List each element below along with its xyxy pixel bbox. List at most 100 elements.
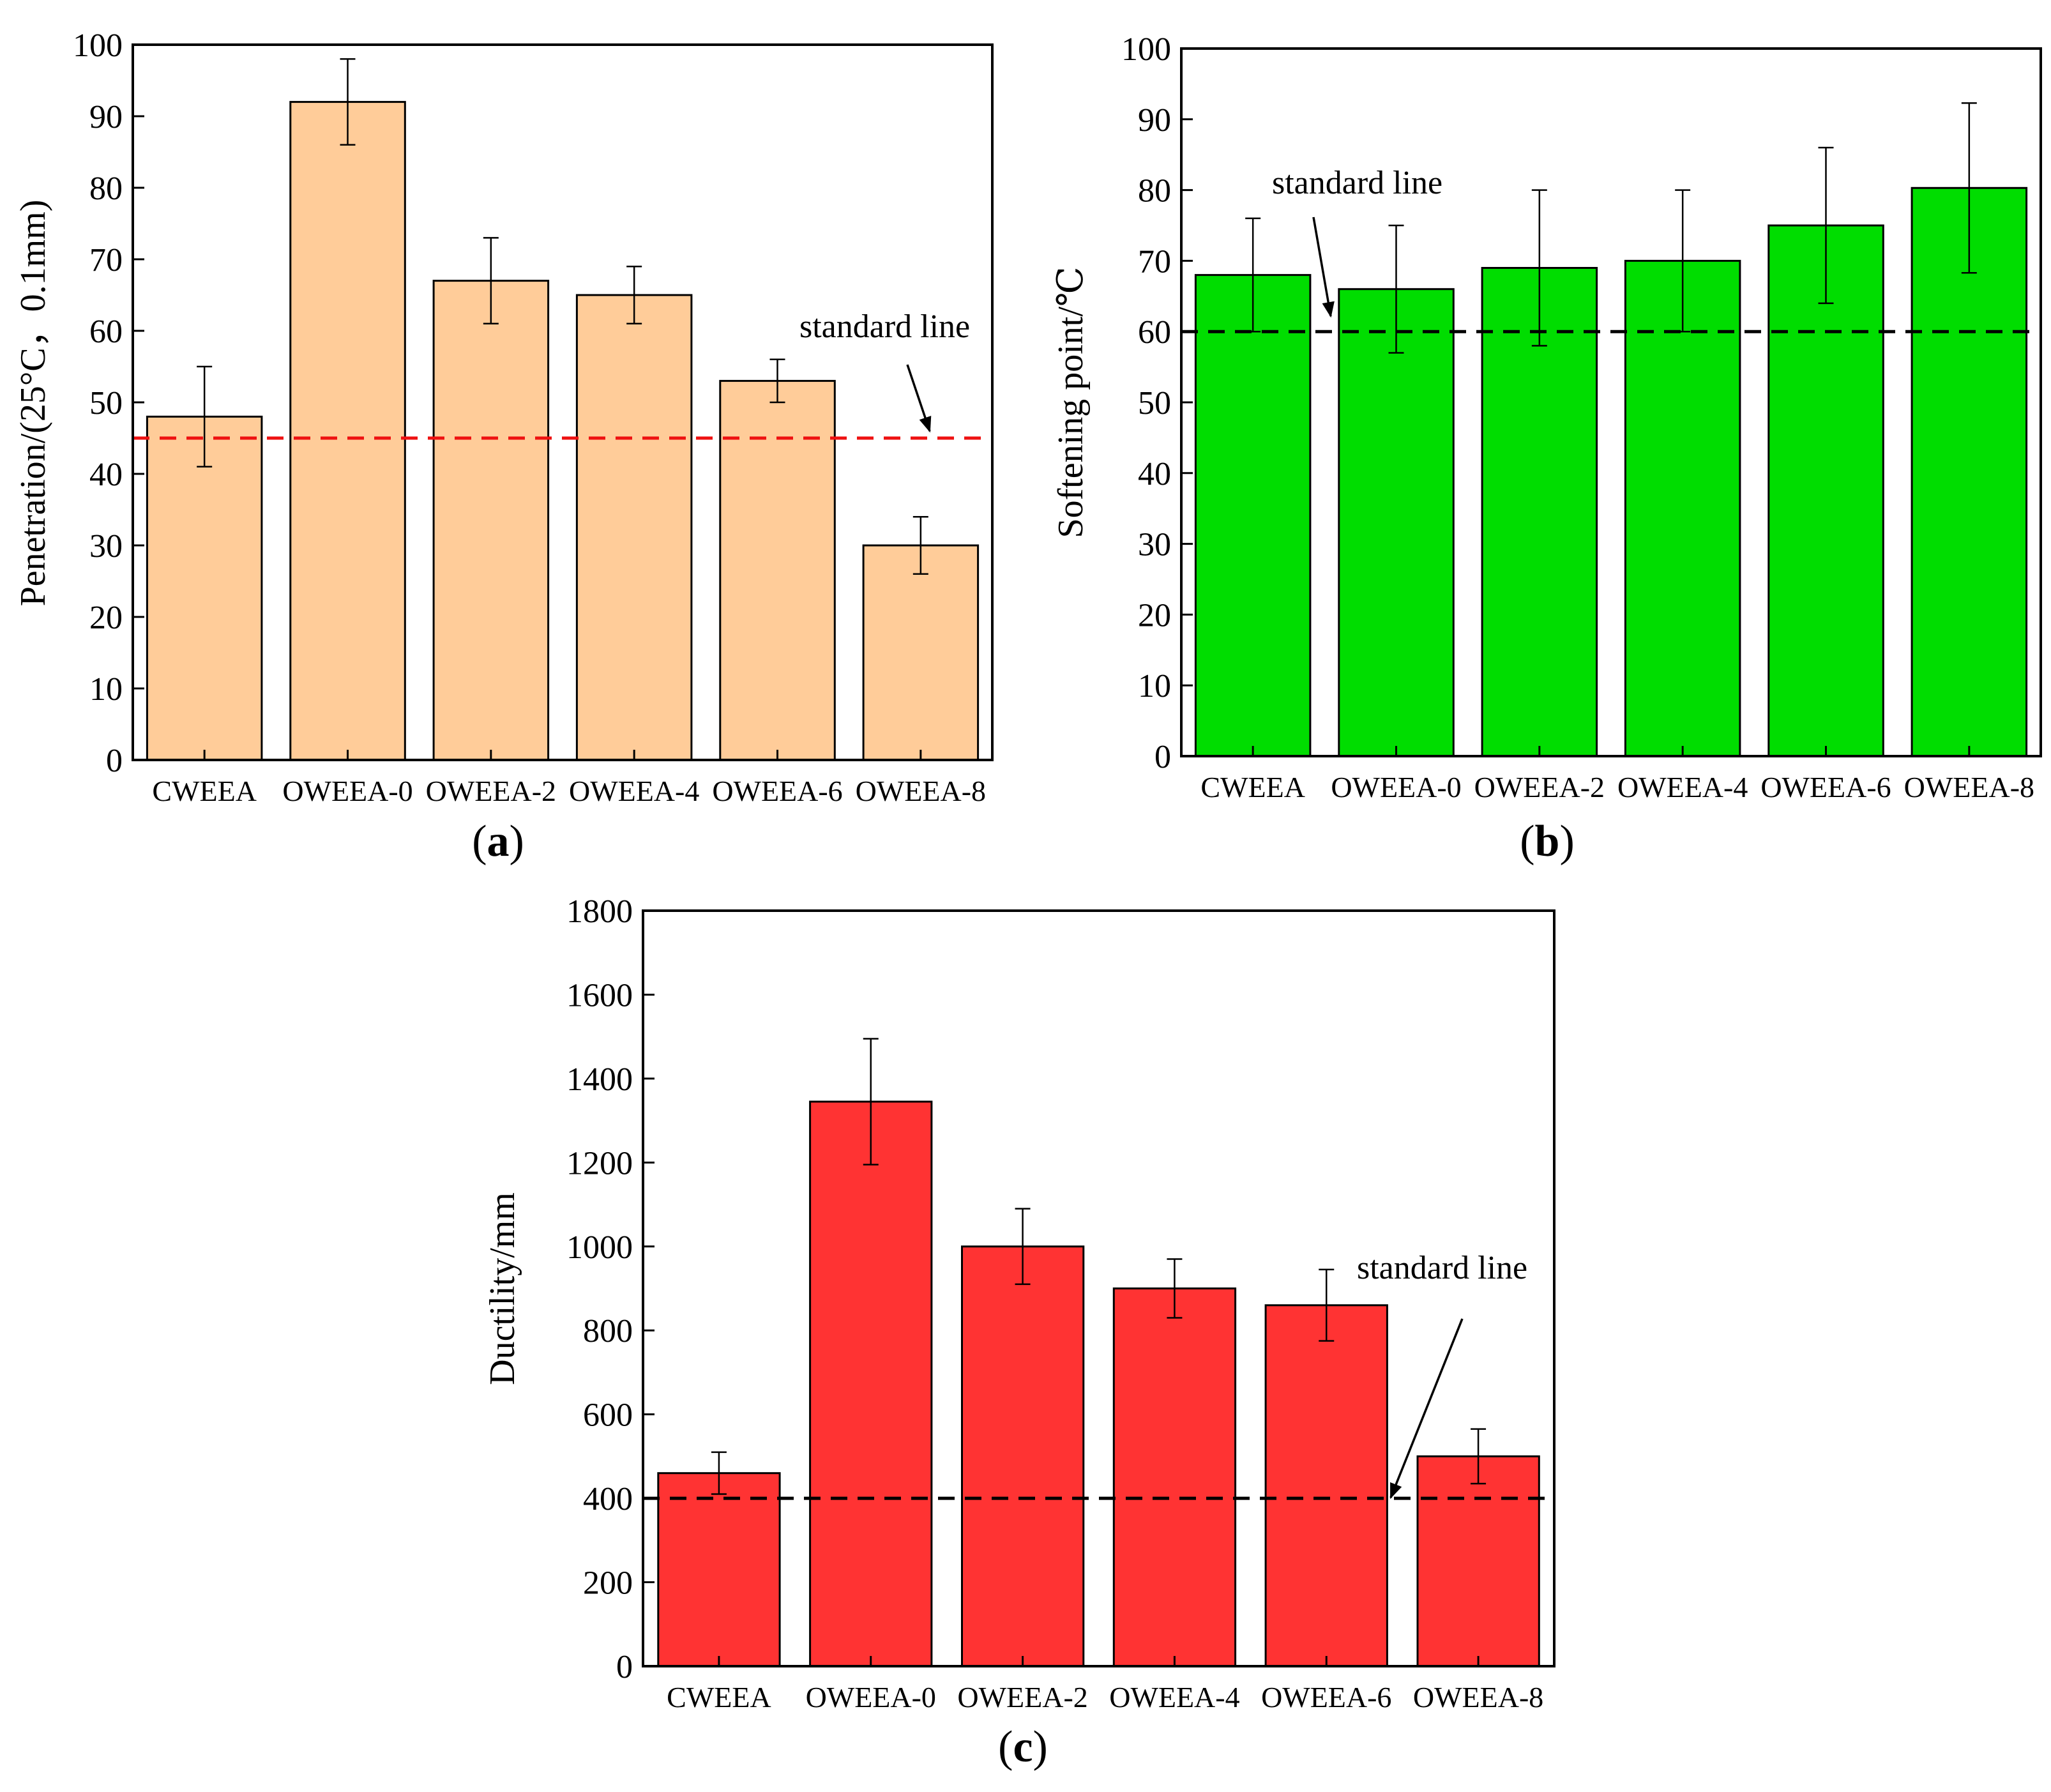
bars-a [146,101,980,761]
error-bar-a-oweea-4 [626,265,642,325]
x-category-label-a: OWEEA-6 [712,775,842,807]
bars-b [1194,186,2028,757]
error-bars-b [1245,102,1977,354]
x-category-label-b: OWEEA-6 [1760,771,1891,803]
x-category-label-b: OWEEA-0 [1331,771,1461,803]
y-tick-label-c: 1000 [566,1229,633,1266]
plot-frame-c [642,909,1555,1667]
y-axis-ticks-b: 0 10 20 30 40 50 60 70 80 90 100 [1121,31,1193,775]
y-tick-label-c: 800 [583,1313,633,1349]
y-tick-label-c: 0 [616,1649,633,1685]
error-bar-b-oweea-2 [1531,189,1547,347]
standard-line-arrow-b [1312,216,1335,318]
error-bar-a-cweea [197,365,213,468]
x-category-label-b: CWEEA [1200,771,1305,803]
chart-panel-a: 0 10 20 30 40 50 60 70 80 90 100 CWEEA OWEEA-0 OWEEA… [13,27,994,866]
y-axis-title-c: Ductility/mm [483,1192,522,1385]
x-category-label-b: OWEEA-4 [1617,771,1748,803]
y-axis-ticks-c: 0 200 400 600 800 1000 1200 1400 1600 1800 [566,893,655,1685]
error-bar-c-oweea-2 [1015,1208,1031,1286]
error-bar-c-oweea-0 [863,1038,879,1166]
y-tick-label-b: 0 [1154,739,1171,775]
y-axis-title-a: Penetration/(25°C，0.1mm) [13,200,53,607]
y-tick-label-a: 40 [89,457,123,493]
y-tick-label-b: 50 [1138,385,1171,421]
bar-a-oweea-8 [862,544,980,761]
x-category-label-a: OWEEA-8 [856,775,986,807]
x-category-label-a: CWEEA [152,775,257,807]
panel-label-a: (a) [472,817,524,866]
standard-line-label-b: standard line [1272,165,1442,201]
error-bar-b-oweea-6 [1818,146,1834,305]
x-category-label-a: OWEEA-4 [569,775,699,807]
bar-b-oweea-0 [1338,288,1455,757]
bar-c-cweea [657,1472,781,1667]
y-tick-label-c: 1600 [566,977,633,1014]
standard-line-arrow-c [1389,1318,1464,1500]
x-category-label-b: OWEEA-2 [1474,771,1605,803]
bar-b-cweea [1194,274,1312,757]
bar-c-oweea-0 [809,1100,933,1667]
y-tick-label-c: 400 [583,1481,633,1517]
standard-line-arrow-a [906,364,932,433]
y-tick-label-c: 1800 [566,893,633,930]
x-axis-categories-c: CWEEA OWEEA-0 OWEEA-2 OWEEA-4 OWEEA-6 OWEEA-8 [667,1656,1543,1713]
x-category-label-c: OWEEA-0 [806,1681,936,1713]
y-tick-label-c: 200 [583,1565,633,1602]
x-category-label-c: OWEEA-2 [957,1681,1087,1713]
bars-c [657,1100,1540,1667]
x-axis-categories-b: CWEEA OWEEA-0 OWEEA-2 OWEEA-4 OWEEA-6 OWEEA-8 [1200,746,2034,803]
x-category-label-b: OWEEA-8 [1904,771,2034,803]
bar-b-oweea-6 [1767,224,1884,757]
error-bars-a [197,58,928,575]
error-bar-c-oweea-4 [1167,1258,1183,1319]
x-category-label-c: OWEEA-6 [1261,1681,1391,1713]
panel-label-b: (b) [1520,817,1575,866]
y-tick-label-a: 50 [89,385,123,421]
chart-panel-c: 0 200 400 600 800 1000 1200 1400 1600 1800 CWEEA O… [483,893,1555,1772]
x-category-label-c: CWEEA [667,1681,771,1713]
error-bar-a-oweea-6 [769,358,785,404]
bar-b-oweea-4 [1624,259,1741,757]
bar-c-oweea-4 [1112,1287,1237,1667]
y-tick-label-a: 90 [89,99,123,135]
bar-c-oweea-6 [1264,1304,1388,1667]
y-tick-label-a: 100 [73,27,123,64]
y-tick-label-a: 80 [89,171,123,207]
y-tick-label-b: 100 [1121,31,1171,68]
x-axis-categories-a: CWEEA OWEEA-0 OWEEA-2 OWEEA-4 OWEEA-6 OWEEA-8 [152,750,986,807]
y-tick-label-b: 60 [1138,314,1171,351]
y-tick-label-a: 70 [89,242,123,278]
bar-a-cweea [146,415,263,761]
error-bar-a-oweea-0 [340,58,356,146]
x-category-label-a: OWEEA-2 [426,775,556,807]
y-tick-label-a: 10 [89,671,123,708]
y-tick-label-b: 30 [1138,527,1171,563]
x-category-label-c: OWEEA-4 [1109,1681,1239,1713]
y-axis-ticks-a: 0 10 20 30 40 50 60 70 80 90 100 [73,27,144,779]
y-tick-label-b: 80 [1138,173,1171,209]
error-bar-a-oweea-8 [912,515,928,575]
y-tick-label-c: 1200 [566,1145,633,1181]
y-tick-label-b: 90 [1138,102,1171,139]
y-tick-label-a: 20 [89,600,123,636]
y-tick-label-b: 70 [1138,243,1171,280]
error-bars-c [711,1038,1487,1495]
bar-b-oweea-8 [1911,186,2028,757]
chart-panel-b: 0 10 20 30 40 50 60 70 80 90 100 CWEEA OWEEA-0 OWEEA… [1051,31,2042,866]
error-bar-c-oweea-8 [1471,1428,1487,1485]
bar-a-oweea-0 [289,101,406,761]
bar-a-oweea-4 [575,294,693,761]
standard-line-label-c: standard line [1357,1250,1527,1286]
x-category-label-a: OWEEA-0 [282,775,412,807]
y-tick-label-a: 60 [89,314,123,350]
standard-line-label-a: standard line [799,308,970,345]
bar-a-oweea-2 [432,280,550,761]
y-tick-label-b: 20 [1138,597,1171,634]
error-bar-c-oweea-6 [1319,1268,1335,1342]
y-tick-label-c: 1400 [566,1061,633,1098]
y-tick-label-a: 0 [106,743,123,779]
bar-c-oweea-8 [1416,1455,1540,1667]
x-category-label-c: OWEEA-8 [1413,1681,1543,1713]
y-tick-label-a: 30 [89,528,123,565]
